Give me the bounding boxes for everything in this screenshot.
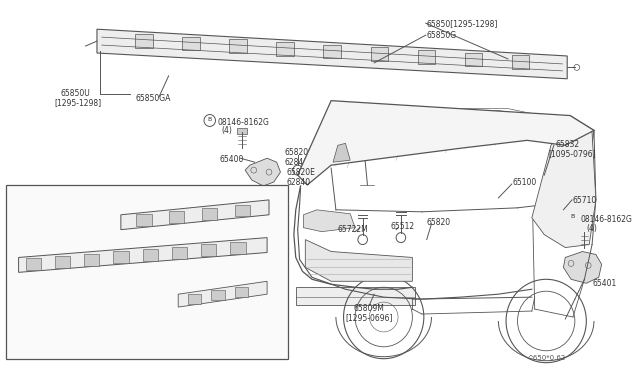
Bar xyxy=(237,128,247,134)
Text: B: B xyxy=(571,214,575,219)
Bar xyxy=(182,36,200,51)
Polygon shape xyxy=(333,143,350,162)
Text: 65850GA: 65850GA xyxy=(202,269,237,278)
Bar xyxy=(211,291,225,300)
Bar xyxy=(6,185,288,359)
Polygon shape xyxy=(303,210,355,232)
Bar xyxy=(230,242,246,254)
Polygon shape xyxy=(121,200,269,230)
Text: B: B xyxy=(207,117,212,122)
Text: 65820E: 65820E xyxy=(286,168,315,177)
Bar xyxy=(235,205,250,217)
Bar xyxy=(26,258,41,270)
Polygon shape xyxy=(245,158,280,186)
Text: 65850U: 65850U xyxy=(188,257,218,266)
Text: 65850U: 65850U xyxy=(20,222,51,231)
Bar xyxy=(417,50,435,64)
Text: 65820: 65820 xyxy=(427,218,451,227)
Text: [1295-1298]: [1295-1298] xyxy=(54,98,101,107)
Text: 65850GA: 65850GA xyxy=(135,94,171,103)
Bar xyxy=(169,211,184,223)
Text: ^650*0.62: ^650*0.62 xyxy=(527,355,565,361)
Text: 65809M: 65809M xyxy=(353,304,384,313)
Text: 65400: 65400 xyxy=(220,155,244,164)
Polygon shape xyxy=(532,119,596,247)
Bar xyxy=(202,208,218,220)
Bar xyxy=(136,34,152,48)
Bar xyxy=(172,247,187,259)
Bar xyxy=(580,228,589,234)
Text: 65850G: 65850G xyxy=(188,200,218,209)
Bar xyxy=(371,47,388,61)
Bar xyxy=(143,249,158,261)
Text: 65100: 65100 xyxy=(513,178,537,187)
Text: 65832: 65832 xyxy=(556,140,580,149)
Bar xyxy=(84,254,99,266)
Bar xyxy=(55,256,70,268)
Text: 65850GB: 65850GB xyxy=(137,257,172,266)
Text: 65722M: 65722M xyxy=(338,225,369,234)
Bar xyxy=(188,294,201,304)
Text: 65401: 65401 xyxy=(592,279,616,288)
Text: (4): (4) xyxy=(586,224,597,233)
Bar xyxy=(136,214,152,227)
Polygon shape xyxy=(97,29,567,79)
Polygon shape xyxy=(305,240,412,281)
Bar xyxy=(235,287,248,297)
Bar xyxy=(276,42,294,56)
Text: 62840: 62840 xyxy=(286,178,310,187)
Text: 65710: 65710 xyxy=(573,196,597,205)
Bar xyxy=(201,244,216,256)
Text: 65850: 65850 xyxy=(178,190,202,199)
Bar xyxy=(229,39,246,53)
Text: 65850GA: 65850GA xyxy=(20,232,56,241)
Text: 08146-8162G: 08146-8162G xyxy=(218,118,269,126)
Text: [1095-0796]: [1095-0796] xyxy=(548,149,596,158)
Bar xyxy=(113,251,129,263)
Text: 65850UA: 65850UA xyxy=(143,240,178,248)
Text: [1298-    ]: [1298- ] xyxy=(11,190,49,199)
Polygon shape xyxy=(19,238,267,272)
Text: (4): (4) xyxy=(221,126,232,135)
Text: 65850U: 65850U xyxy=(61,89,90,98)
Text: 65850G: 65850G xyxy=(427,31,457,40)
Text: 65820E: 65820E xyxy=(284,148,313,157)
Bar xyxy=(296,287,415,305)
Bar xyxy=(465,52,482,67)
Polygon shape xyxy=(178,281,267,307)
Text: 65512: 65512 xyxy=(390,222,415,231)
Bar xyxy=(323,45,340,58)
Bar xyxy=(511,55,529,69)
Text: 08146-8162G: 08146-8162G xyxy=(580,215,632,224)
Polygon shape xyxy=(563,251,602,283)
Text: [1295-0696]: [1295-0696] xyxy=(346,313,393,322)
Text: 62840: 62840 xyxy=(284,158,308,167)
Polygon shape xyxy=(298,101,594,185)
Text: 65850[1295-1298]: 65850[1295-1298] xyxy=(427,19,498,28)
